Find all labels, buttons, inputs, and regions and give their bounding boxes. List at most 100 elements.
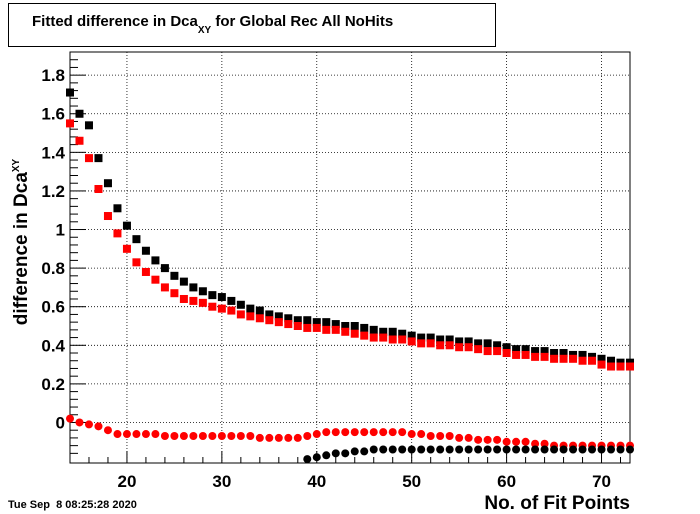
- data-point-circle: [426, 431, 435, 440]
- data-point-square: [189, 283, 198, 292]
- data-point-square: [132, 235, 141, 244]
- x-tick-label: 40: [307, 472, 326, 491]
- data-point-circle: [66, 414, 74, 423]
- data-point-square: [540, 352, 549, 361]
- data-point-circle: [170, 431, 179, 440]
- data-point-circle: [502, 445, 511, 454]
- data-point-square: [322, 318, 331, 327]
- data-point-circle: [331, 449, 340, 458]
- data-point-square: [189, 296, 198, 305]
- data-point-circle: [189, 431, 198, 440]
- data-point-circle: [521, 437, 530, 446]
- data-point-circle: [303, 455, 312, 464]
- data-point-circle: [198, 431, 207, 440]
- data-point-square: [559, 354, 568, 363]
- data-points: [66, 88, 634, 464]
- data-point-circle: [455, 433, 464, 442]
- data-point-circle: [369, 445, 378, 454]
- data-point-square: [75, 109, 84, 118]
- data-point-square: [341, 322, 350, 330]
- data-point-square: [160, 264, 169, 273]
- data-point-circle: [284, 433, 293, 442]
- data-point-square: [303, 316, 312, 325]
- data-point-circle: [360, 447, 369, 456]
- data-point-square: [502, 343, 511, 352]
- data-point-circle: [246, 431, 255, 440]
- data-point-square: [512, 350, 521, 359]
- data-point-square: [559, 349, 568, 358]
- data-point-square: [274, 318, 283, 327]
- data-point-square: [369, 325, 378, 334]
- data-point-circle: [512, 437, 521, 446]
- data-point-square: [141, 246, 150, 255]
- data-point-square: [255, 306, 264, 315]
- data-point-square: [474, 339, 483, 348]
- data-point-square: [550, 354, 559, 363]
- data-point-square: [436, 335, 445, 344]
- data-point-circle: [350, 428, 359, 437]
- data-point-circle: [493, 445, 502, 454]
- data-point-square: [616, 362, 625, 371]
- data-point-square: [426, 333, 435, 342]
- data-point-square: [493, 341, 502, 350]
- y-tick-label: 0.6: [41, 298, 65, 317]
- data-point-circle: [208, 431, 217, 440]
- timestamp: Tue Sep 8 08:25:28 2020: [8, 499, 137, 511]
- tick-labels: 20 30 40 50 60 70 0 0.2 0.4 0.6 0.8 1 1.2 1.4 1.6 1.8: [41, 66, 611, 491]
- data-point-square: [426, 339, 435, 348]
- data-point-square: [113, 204, 122, 213]
- data-point-square: [540, 347, 549, 356]
- data-point-circle: [531, 439, 540, 448]
- data-point-circle: [274, 433, 283, 442]
- data-point-circle: [360, 428, 369, 437]
- data-point-circle: [616, 445, 625, 454]
- data-point-square: [493, 347, 502, 356]
- data-point-square: [417, 339, 426, 348]
- plot-frame: [69, 51, 631, 464]
- data-point-circle: [236, 431, 245, 440]
- data-point-square: [303, 323, 312, 332]
- data-point-square: [474, 345, 483, 354]
- data-point-square: [151, 275, 160, 284]
- data-point-circle: [540, 439, 549, 448]
- data-point-circle: [331, 428, 340, 437]
- data-point-circle: [341, 428, 350, 437]
- data-point-square: [84, 154, 93, 163]
- data-point-square: [66, 88, 74, 97]
- data-point-square: [398, 329, 407, 338]
- data-point-square: [445, 341, 454, 350]
- data-point-square: [122, 244, 131, 253]
- y-tick-label: 1: [56, 221, 65, 240]
- x-tick-label: 30: [212, 472, 231, 491]
- data-point-circle: [160, 431, 169, 440]
- data-point-circle: [312, 430, 321, 439]
- data-point-circle: [417, 430, 426, 439]
- data-point-square: [170, 271, 179, 280]
- data-point-circle: [464, 433, 473, 442]
- data-point-square: [360, 323, 369, 332]
- data-point-square: [198, 287, 207, 296]
- grid: [70, 52, 630, 463]
- data-point-square: [217, 293, 226, 302]
- data-point-circle: [521, 445, 530, 454]
- data-point-square: [103, 212, 112, 221]
- data-point-circle: [436, 431, 445, 440]
- data-point-circle: [502, 437, 511, 446]
- data-point-square: [388, 335, 397, 344]
- data-point-square: [436, 341, 445, 350]
- x-tick-label: 50: [402, 472, 421, 491]
- data-point-circle: [398, 445, 407, 454]
- data-point-square: [588, 356, 597, 365]
- data-point-square: [274, 312, 283, 321]
- data-point-circle: [597, 445, 606, 454]
- data-point-square: [369, 333, 378, 342]
- data-point-square: [284, 314, 293, 323]
- data-point-square: [417, 333, 426, 342]
- data-point-square: [597, 360, 606, 369]
- data-point-square: [502, 349, 511, 358]
- x-axis-title: No. of Fit Points: [484, 493, 630, 514]
- data-point-square: [331, 325, 340, 334]
- data-point-circle: [303, 431, 312, 440]
- data-point-square: [398, 335, 407, 344]
